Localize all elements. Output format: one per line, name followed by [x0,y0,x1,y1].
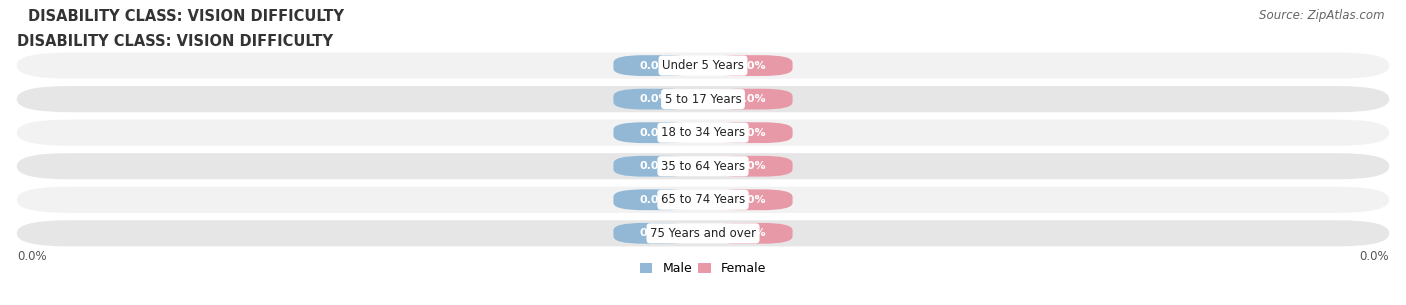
Text: 0.0%: 0.0% [640,228,671,238]
Text: 35 to 64 Years: 35 to 64 Years [661,160,745,173]
Text: 0.0%: 0.0% [640,94,671,104]
FancyBboxPatch shape [710,89,793,109]
FancyBboxPatch shape [710,223,793,244]
FancyBboxPatch shape [710,122,793,143]
Legend: Male, Female: Male, Female [636,257,770,280]
FancyBboxPatch shape [613,89,696,109]
FancyBboxPatch shape [17,52,1389,79]
Text: Under 5 Years: Under 5 Years [662,59,744,72]
Text: 5 to 17 Years: 5 to 17 Years [665,93,741,106]
FancyBboxPatch shape [17,187,1389,213]
FancyBboxPatch shape [710,189,793,210]
Text: 0.0%: 0.0% [17,250,46,263]
FancyBboxPatch shape [17,120,1389,146]
FancyBboxPatch shape [710,156,793,177]
Text: 0.0%: 0.0% [735,195,766,205]
Text: 75 Years and over: 75 Years and over [650,227,756,240]
Text: 0.0%: 0.0% [735,94,766,104]
Text: Source: ZipAtlas.com: Source: ZipAtlas.com [1260,9,1385,22]
Text: 0.0%: 0.0% [735,128,766,138]
Text: 0.0%: 0.0% [735,228,766,238]
FancyBboxPatch shape [613,122,696,143]
FancyBboxPatch shape [17,153,1389,179]
FancyBboxPatch shape [613,223,696,244]
Text: 18 to 34 Years: 18 to 34 Years [661,126,745,139]
FancyBboxPatch shape [17,220,1389,246]
FancyBboxPatch shape [613,189,696,210]
Text: DISABILITY CLASS: VISION DIFFICULTY: DISABILITY CLASS: VISION DIFFICULTY [28,9,344,24]
Text: 0.0%: 0.0% [640,128,671,138]
FancyBboxPatch shape [17,86,1389,112]
Text: 0.0%: 0.0% [735,161,766,171]
FancyBboxPatch shape [710,55,793,76]
Text: 0.0%: 0.0% [735,61,766,70]
Text: 0.0%: 0.0% [640,61,671,70]
Text: 0.0%: 0.0% [640,161,671,171]
Text: DISABILITY CLASS: VISION DIFFICULTY: DISABILITY CLASS: VISION DIFFICULTY [17,34,333,49]
Text: 65 to 74 Years: 65 to 74 Years [661,193,745,206]
Text: 0.0%: 0.0% [640,195,671,205]
FancyBboxPatch shape [613,156,696,177]
Text: 0.0%: 0.0% [1360,250,1389,263]
FancyBboxPatch shape [613,55,696,76]
